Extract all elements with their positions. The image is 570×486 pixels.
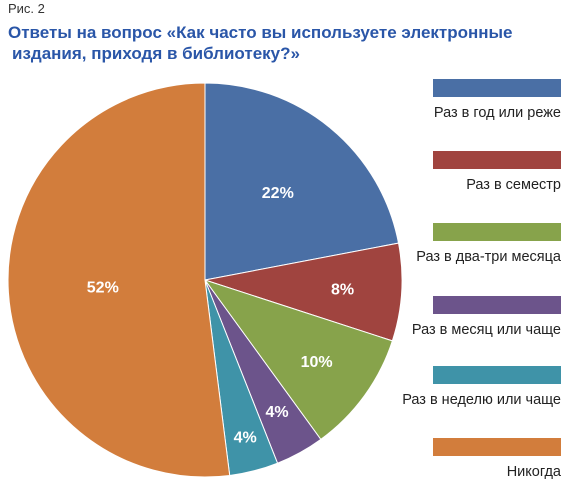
slice-value-label-1: 22% [262,185,294,202]
slice-value-label-4: 4% [266,404,289,421]
slice-value-label-3: 10% [301,354,333,371]
figure-label: Рис. 2 [8,1,45,16]
slice-value-label-2: 8% [331,282,354,299]
pie-slice-2 [204,242,403,342]
chart-title-line-2: издания, приходя в библиотеку?» [12,44,300,63]
slice-value-label-5: 4% [234,430,257,447]
slice-value-label-6: 52% [87,279,119,296]
chart-title-line-1: Ответы на вопрос «Как часто вы используе… [8,23,513,42]
pie-slice-3 [203,279,393,441]
pie-slice-6 [7,82,231,478]
chart-title: Ответы на вопрос «Как часто вы используе… [8,22,564,64]
pie-slice-1 [204,82,400,281]
